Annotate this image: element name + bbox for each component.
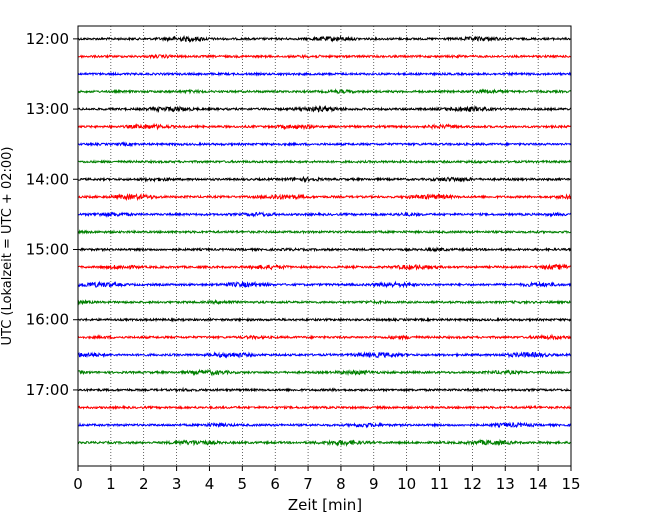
- x-tick-label: 11: [430, 475, 449, 493]
- trace-line: [77, 404, 572, 411]
- trace-line: [77, 333, 572, 341]
- x-tick-label: 6: [270, 475, 280, 493]
- trace-line: [77, 34, 572, 43]
- trace-line: [77, 229, 572, 235]
- trace-line: [77, 175, 572, 184]
- trace-line: [77, 368, 572, 377]
- y-axis-label: UTC (Lokalzeit = UTC + 02:00): [0, 147, 15, 346]
- trace-line: [77, 421, 572, 429]
- x-grid: [110, 26, 539, 466]
- trace-line: [77, 71, 572, 77]
- trace-line: [77, 122, 572, 131]
- trace-line: [77, 246, 572, 253]
- y-tick-label: 12:00: [26, 30, 69, 48]
- x-tick-label: 13: [496, 475, 515, 493]
- y-axis-ticks: 12:00 13:00 14:00 15:00 16:00 17:00: [26, 30, 78, 399]
- trace-line: [77, 351, 572, 359]
- x-tick-label: 3: [172, 475, 182, 493]
- y-tick-label: 14:00: [26, 170, 69, 188]
- trace-line: [77, 438, 572, 448]
- x-tick-label: 15: [561, 475, 580, 493]
- seismic-traces: [77, 34, 572, 448]
- plot-frame: [77, 25, 572, 467]
- x-tick-label: 7: [303, 475, 313, 493]
- trace-line: [77, 158, 572, 165]
- x-tick-label: 0: [73, 475, 83, 493]
- trace-line: [77, 211, 572, 218]
- y-tick-label: 17:00: [26, 381, 69, 399]
- trace-line: [77, 280, 572, 289]
- trace-line: [77, 386, 572, 393]
- x-tick-label: 9: [369, 475, 379, 493]
- x-axis-ticks: 0 1 2 3 4 5 6 7 8 9 10 11 12 13 14 15: [73, 466, 581, 493]
- x-tick-label: 4: [205, 475, 215, 493]
- y-tick-label: 16:00: [26, 311, 69, 329]
- y-tick-label: 15:00: [26, 241, 69, 259]
- x-tick-label: 2: [139, 475, 149, 493]
- trace-line: [77, 53, 572, 60]
- trace-line: [77, 298, 572, 306]
- trace-line: [77, 104, 572, 113]
- x-tick-label: 5: [238, 475, 248, 493]
- trace-line: [77, 316, 572, 323]
- x-tick-label: 14: [529, 475, 548, 493]
- x-axis-label: Zeit [min]: [288, 496, 362, 514]
- trace-line: [77, 88, 572, 95]
- trace-line: [77, 141, 572, 148]
- trace-line: [77, 263, 572, 271]
- x-tick-label: 10: [397, 475, 416, 493]
- y-tick-label: 13:00: [26, 100, 69, 118]
- x-tick-label: 8: [336, 475, 346, 493]
- trace-line: [77, 192, 572, 202]
- x-tick-label: 1: [106, 475, 116, 493]
- x-tick-label: 12: [463, 475, 482, 493]
